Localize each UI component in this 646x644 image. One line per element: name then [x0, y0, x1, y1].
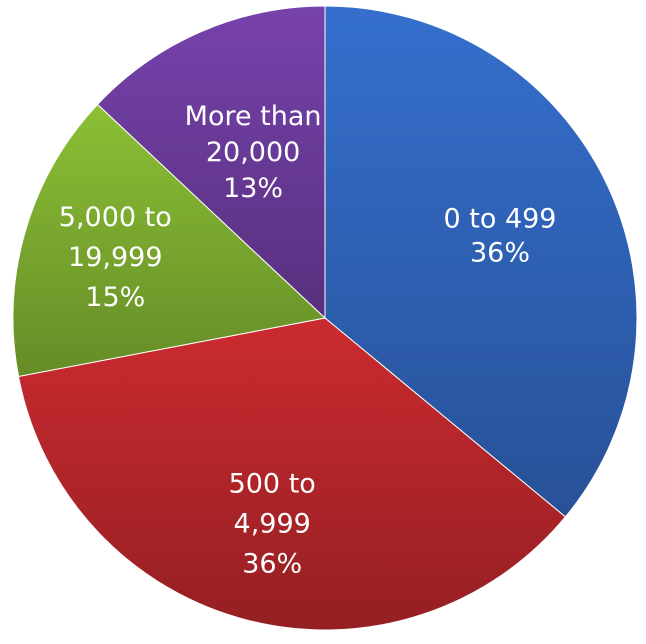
label-5000-to-19999: 5,000 to 19,999 15%: [59, 202, 172, 313]
slice-more-than-20000: [96, 5, 326, 320]
slice-0-to-499: [324, 5, 638, 518]
pie-slice-labels: 0 to 499 36%500 to 4,999 36%5,000 to 19,999 1…: [59, 101, 557, 580]
label-0-to-499: 0 to 499 36%: [444, 204, 557, 269]
pie-slices: [12, 5, 638, 631]
label-more-than-20000-line-1: More than: [185, 101, 322, 132]
label-more-than-20000: More than 20,000 13%: [185, 101, 322, 204]
label-more-than-20000-line-2: 20,000: [206, 137, 300, 168]
slice-500-to-4999: [17, 317, 567, 631]
label-500-to-4999-line-2: 4,999: [234, 509, 311, 540]
label-500-to-4999-line-3: 36%: [242, 549, 302, 580]
label-more-than-20000-line-3: 13%: [223, 173, 283, 204]
label-5000-to-19999-line-3: 15%: [85, 282, 145, 313]
label-0-to-499-line-1: 0 to 499: [444, 204, 557, 235]
label-0-to-499-line-2: 36%: [470, 238, 530, 269]
label-5000-to-19999-line-2: 19,999: [68, 242, 162, 273]
label-500-to-4999: 500 to 4,999 36%: [229, 469, 316, 580]
label-500-to-4999-line-1: 500 to: [229, 469, 316, 500]
label-5000-to-19999-line-1: 5,000 to: [59, 202, 172, 233]
slice-5000-to-19999: [12, 103, 327, 378]
